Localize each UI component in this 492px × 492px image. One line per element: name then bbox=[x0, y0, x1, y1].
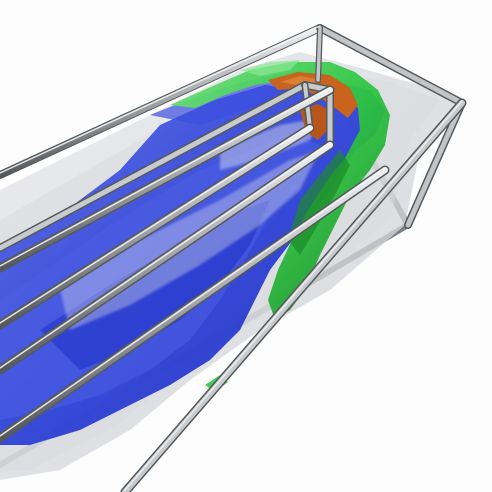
rod-highlights bbox=[0, 25, 463, 491]
frame-front-bars bbox=[0, 24, 467, 492]
